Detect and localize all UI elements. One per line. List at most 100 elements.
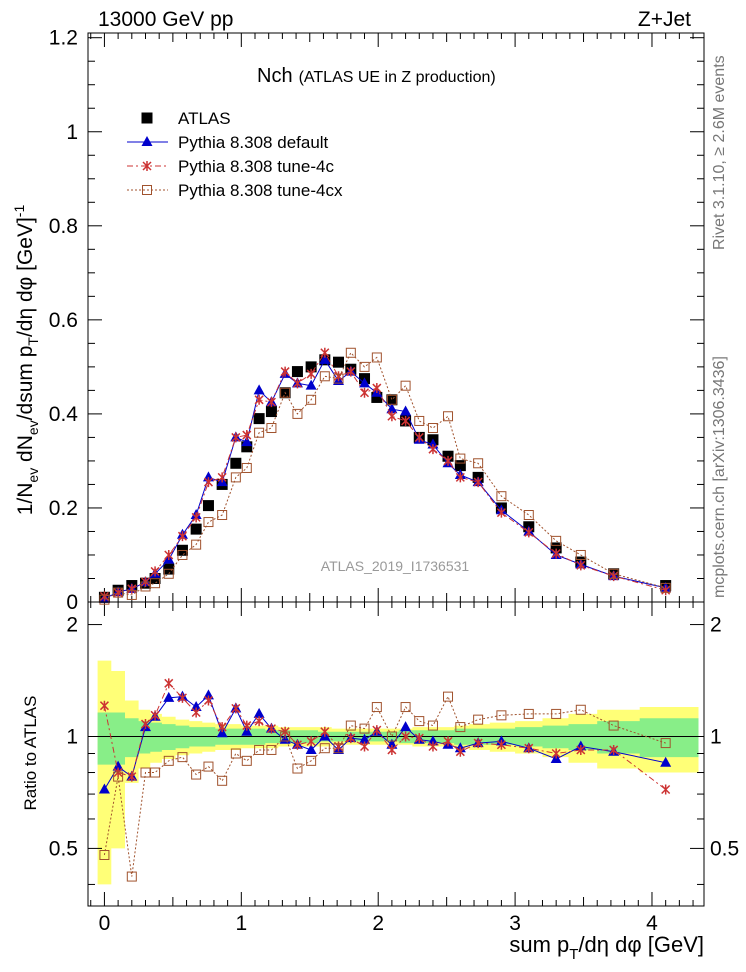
data-point-0-11 bbox=[241, 441, 253, 453]
legend-marker-2 bbox=[142, 161, 152, 171]
ratio-point-2-27 bbox=[455, 722, 466, 733]
ratio-point-1-19-glyph bbox=[346, 733, 356, 744]
ratio-point-2-32 bbox=[575, 704, 586, 715]
data-point-3-15 bbox=[292, 408, 303, 419]
data-point-2-16 bbox=[306, 368, 316, 379]
ratio-point-1-28-glyph bbox=[473, 738, 483, 749]
data-point-2-19-glyph bbox=[346, 366, 356, 377]
ratio-point-2-26 bbox=[443, 691, 454, 702]
ratio-point-1-31 bbox=[551, 748, 561, 759]
ratio-point-0-9 bbox=[216, 727, 228, 738]
ratio-point-1-31-glyph bbox=[551, 748, 561, 759]
ratio-point-1-27-glyph bbox=[455, 746, 465, 757]
ratio-point-0-23 bbox=[400, 721, 412, 732]
ratio-point-1-33-glyph bbox=[609, 744, 619, 755]
data-point-2-33 bbox=[609, 571, 619, 582]
series-3 bbox=[99, 347, 671, 605]
chart-title-sub: (ATLAS UE in Z production) bbox=[299, 69, 496, 86]
data-point-3-3 bbox=[140, 581, 151, 592]
data-point-2-13-glyph bbox=[266, 397, 276, 408]
data-point-3-23 bbox=[400, 380, 411, 391]
y-tick-label: 0 bbox=[66, 591, 78, 614]
data-point-2-28 bbox=[473, 477, 483, 488]
ratio-point-1-8-glyph bbox=[203, 695, 213, 706]
data-point-3-5 bbox=[163, 568, 174, 579]
ratio-point-1-5-glyph bbox=[164, 678, 174, 689]
ratio-point-0-7 bbox=[190, 701, 202, 712]
ratio-point-1-23 bbox=[401, 731, 411, 742]
ratio-point-1-18 bbox=[333, 741, 344, 752]
ratio-point-1-4-glyph bbox=[150, 710, 160, 721]
data-point-2-25-glyph bbox=[428, 444, 438, 455]
ratio-point-1-0 bbox=[99, 700, 109, 711]
data-point-2-4 bbox=[150, 566, 160, 577]
x-tick-label: 1 bbox=[235, 912, 247, 935]
ratio-point-2-7 bbox=[191, 769, 202, 780]
data-point-2-20 bbox=[359, 387, 370, 398]
chart-title-main: Nch bbox=[257, 65, 293, 87]
ratio-point-1-29-glyph bbox=[496, 739, 506, 750]
data-point-3-33 bbox=[608, 568, 619, 579]
ratio-point-1-34-glyph bbox=[661, 784, 671, 795]
ratio-point-1-24-glyph bbox=[414, 733, 424, 744]
data-point-3-9 bbox=[217, 510, 228, 521]
legend-marker-3 bbox=[142, 185, 152, 195]
ratio-point-1-32-glyph bbox=[576, 744, 586, 755]
data-point-1-17 bbox=[319, 353, 331, 364]
ratio-point-1-12-glyph bbox=[254, 716, 264, 727]
ratio-point-2-25 bbox=[427, 720, 438, 731]
ratio-point-1-10 bbox=[231, 703, 241, 714]
legend-marker-2-glyph bbox=[142, 161, 152, 171]
y-tick-label-ratio-right: 2 bbox=[710, 614, 722, 637]
ratio-point-2-1 bbox=[113, 771, 124, 782]
y-axis-label-top: 1/Nev dNev/dsum pT/dη dφ [GeV]-1 bbox=[11, 205, 41, 516]
data-point-2-20-glyph bbox=[359, 387, 370, 398]
ratio-point-0-34 bbox=[660, 756, 672, 767]
data-point-2-17-glyph bbox=[320, 347, 330, 358]
legend-entry-1: Pythia 8.308 default bbox=[127, 133, 329, 152]
data-point-0-10 bbox=[230, 457, 242, 469]
ratio-plot-panel: 0 1 2 3 4 0.5 0.5 1 1 2 2 bbox=[49, 601, 739, 935]
data-point-2-16-glyph bbox=[306, 368, 316, 379]
data-point-0-7 bbox=[190, 523, 202, 535]
y-tick-label-ratio-right: 0.5 bbox=[710, 837, 739, 860]
ratio-point-1-18-glyph bbox=[333, 741, 344, 752]
y-tick-label: 1 bbox=[66, 121, 78, 144]
data-point-2-22-glyph bbox=[387, 411, 397, 422]
data-point-0-18 bbox=[333, 356, 345, 368]
ratio-point-2-18 bbox=[333, 743, 344, 754]
data-point-2-25 bbox=[428, 444, 438, 455]
ratio-point-2-17 bbox=[319, 743, 330, 754]
data-point-3-6 bbox=[177, 549, 188, 560]
ratio-point-1-5 bbox=[164, 678, 174, 689]
ratio-point-1-26 bbox=[443, 736, 453, 747]
data-point-2-27 bbox=[455, 472, 465, 483]
data-point-2-6 bbox=[177, 531, 187, 542]
data-point-2-18-glyph bbox=[333, 371, 344, 382]
ratio-line-1 bbox=[103, 682, 667, 790]
ratio-point-1-6-glyph bbox=[177, 692, 187, 703]
ratio-point-2-22 bbox=[386, 731, 397, 742]
data-point-2-9-glyph bbox=[217, 472, 227, 483]
ratio-point-1-27 bbox=[455, 746, 465, 757]
ratio-point-1-20-glyph bbox=[359, 741, 370, 752]
ratio-point-2-29 bbox=[496, 710, 507, 721]
ratio-point-2-19 bbox=[345, 720, 356, 731]
ratio-point-1-7 bbox=[191, 707, 201, 718]
data-point-3-31 bbox=[551, 535, 562, 546]
ratio-point-2-34 bbox=[660, 738, 671, 749]
data-point-3-2 bbox=[126, 589, 137, 600]
data-point-0-27 bbox=[454, 460, 466, 472]
data-point-2-12-glyph bbox=[254, 394, 264, 405]
ratio-point-1-16 bbox=[306, 736, 316, 747]
data-point-0-31 bbox=[550, 542, 562, 554]
data-point-2-0-glyph bbox=[99, 591, 109, 602]
data-point-2-15-glyph bbox=[292, 378, 302, 389]
ratio-point-1-7-glyph bbox=[191, 707, 201, 718]
ratio-point-1-13 bbox=[266, 723, 276, 734]
data-point-3-7 bbox=[191, 539, 202, 550]
ratio-point-1-11 bbox=[242, 720, 252, 731]
ratio-point-1-19 bbox=[346, 733, 356, 744]
ratio-point-2-12 bbox=[254, 744, 265, 755]
